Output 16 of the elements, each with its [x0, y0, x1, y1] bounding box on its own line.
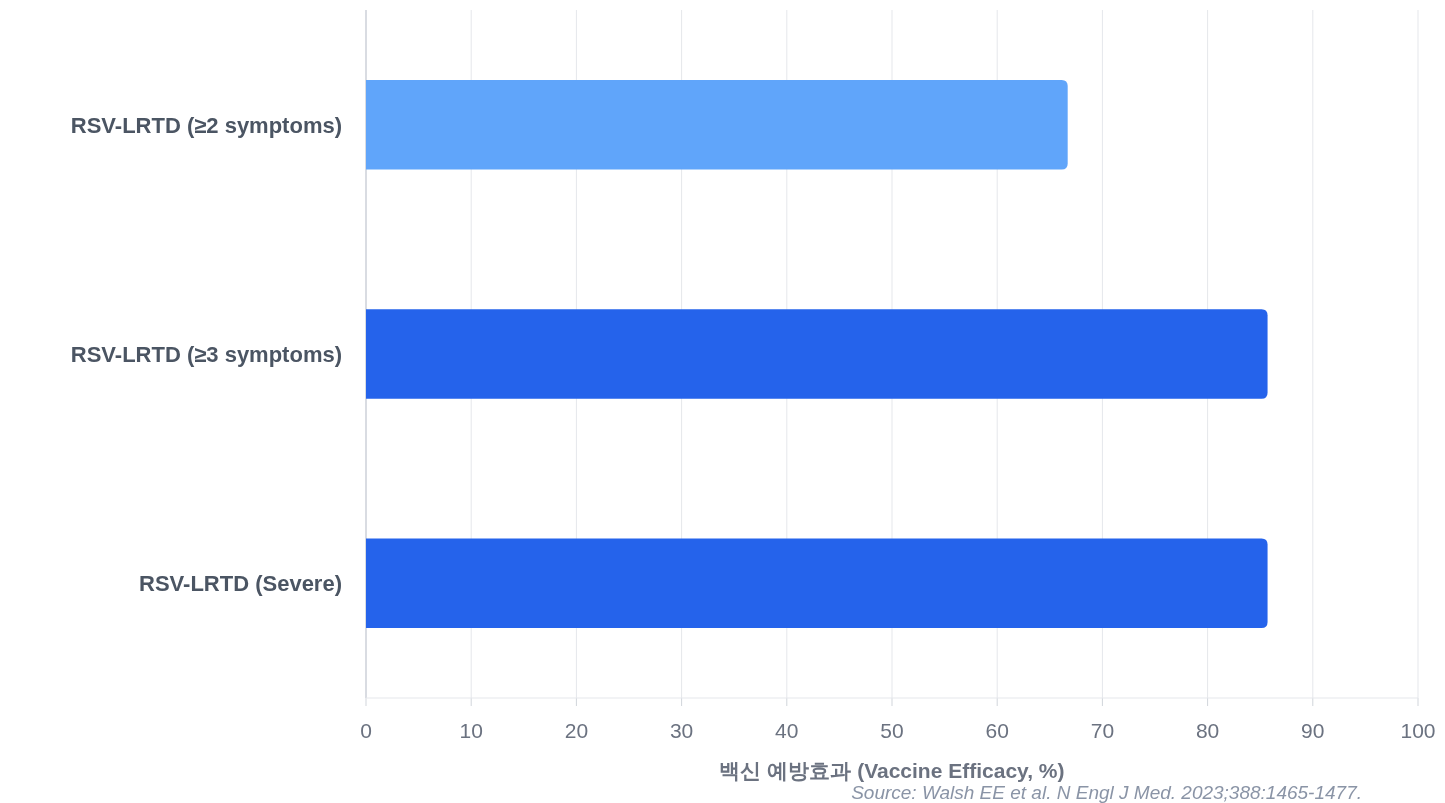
x-tick-label: 70: [1090, 719, 1115, 742]
x-tick-label: 50: [880, 719, 904, 742]
x-tick-label: 20: [564, 719, 589, 742]
y-tick-label: RSV-LRTD (Severe): [139, 571, 342, 597]
x-axis-title: 백신 예방효과 (Vaccine Efficacy, %): [719, 759, 1065, 782]
x-tick-label: 10: [459, 719, 483, 742]
x-tick-label: 0: [360, 719, 372, 742]
x-tick-label: 100: [1400, 719, 1436, 742]
x-tick-label: 60: [985, 719, 1009, 742]
y-tick-label: RSV-LRTD (≥2 symptoms): [70, 112, 342, 138]
x-tick-label: 40: [775, 719, 799, 742]
x-tick-label: 80: [1195, 719, 1220, 742]
y-tick-label: RSV-LRTD (≥3 symptoms): [70, 342, 342, 367]
source-note: Source: Walsh EE et al. N Engl J Med. 2023;388:1465-1477.: [851, 782, 1362, 803]
x-tick-label: 30: [669, 719, 694, 742]
x-tick-label: 90: [1301, 719, 1325, 742]
